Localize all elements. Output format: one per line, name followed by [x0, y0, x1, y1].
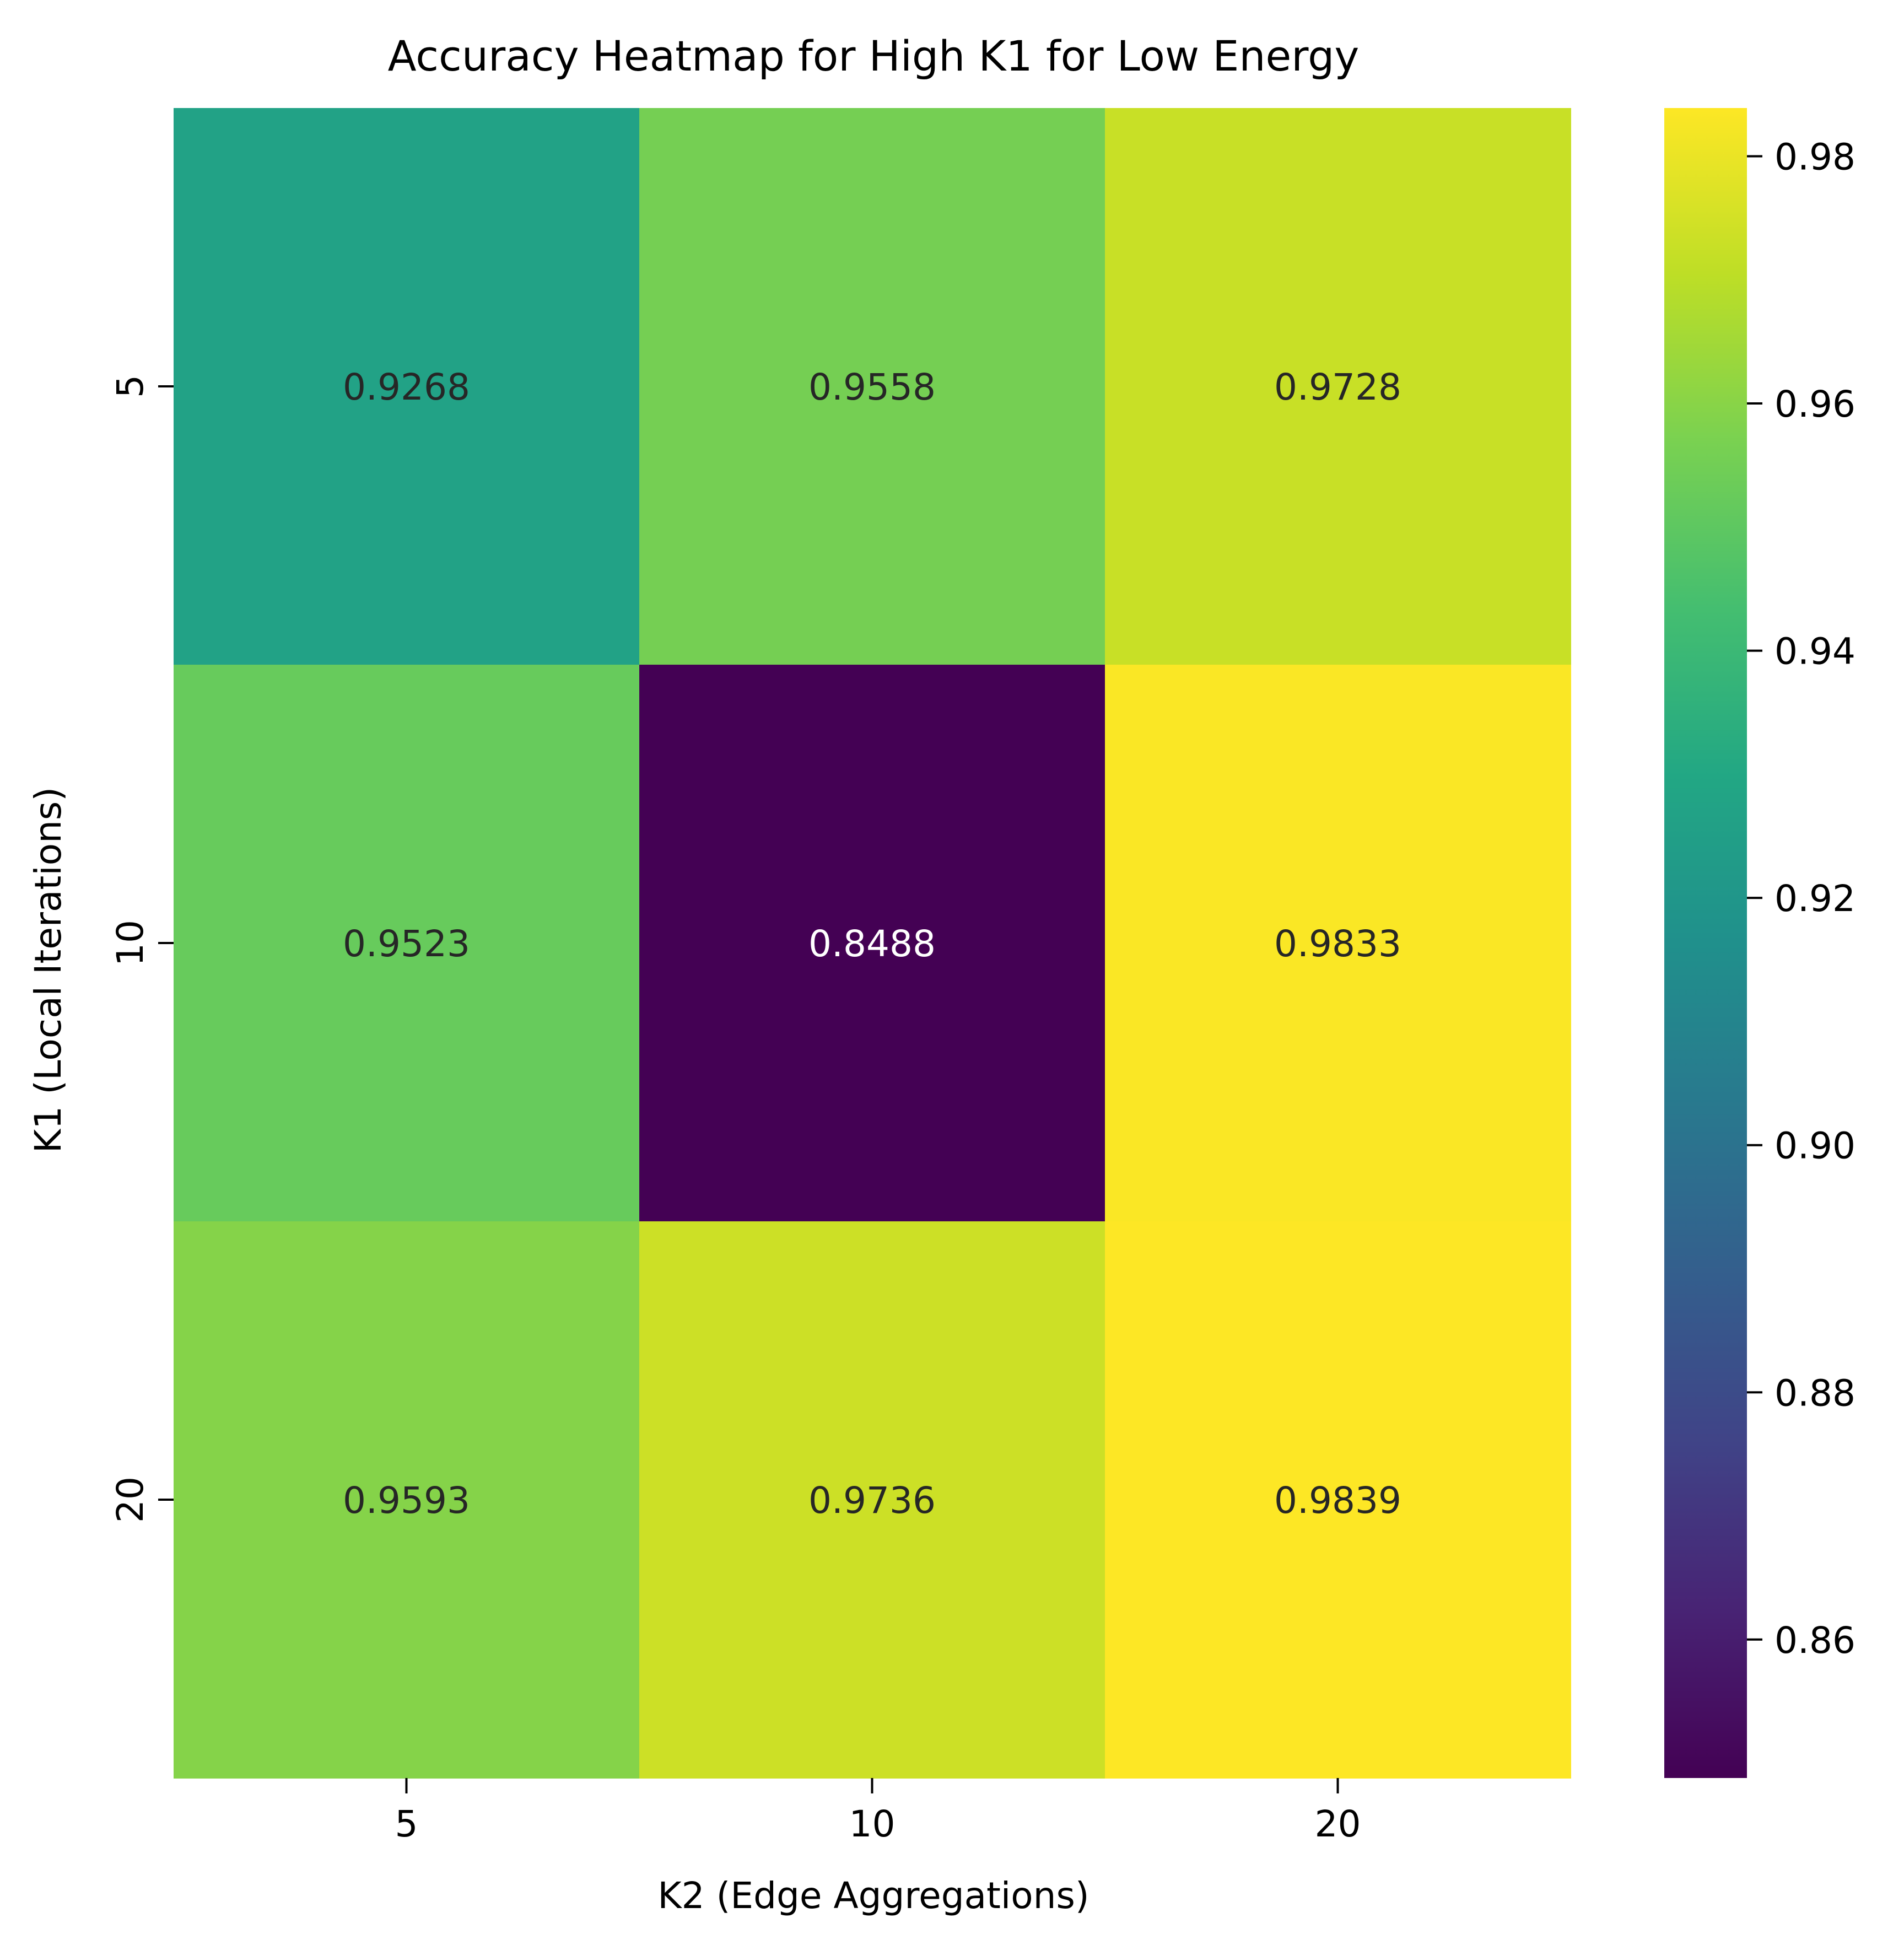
heatmap-cell-r2-c2	[1105, 1221, 1571, 1779]
heatmap-cell-r0-c1	[639, 108, 1105, 665]
cell-value-label: 0.9523	[343, 923, 470, 965]
colorbar-tick-label: 0.96	[1774, 383, 1856, 425]
cell-value-label: 0.9558	[808, 366, 936, 408]
chart-title: Accuracy Heatmap for High K1 for Low Ene…	[388, 31, 1360, 80]
colorbar	[1664, 108, 1747, 1778]
cell-value-label: 0.8488	[808, 923, 936, 965]
colorbar-ticks: 0.86 0.88 0.90 0.92 0.94 0.96 0.98	[1747, 136, 1856, 1662]
y-axis-label: K1 (Local Iterations)	[27, 787, 69, 1153]
y-tick-label: 20	[109, 1477, 152, 1523]
x-tick-label: 10	[849, 1803, 896, 1845]
cell-value-label: 0.9268	[343, 366, 470, 408]
heatmap-cell-r0-c0	[174, 108, 640, 665]
x-tick-label: 5	[395, 1803, 418, 1845]
cell-value-label: 0.9736	[808, 1479, 936, 1522]
cell-value-label: 0.9839	[1274, 1479, 1401, 1522]
colorbar-tick-label: 0.90	[1774, 1125, 1856, 1167]
heatmap-cell-r2-c0	[174, 1221, 640, 1779]
x-axis-label: K2 (Edge Aggregations)	[657, 1874, 1089, 1917]
heatmap-cell-r1-c1	[639, 665, 1105, 1222]
cell-value-label: 0.9833	[1274, 923, 1401, 965]
y-tick-label: 5	[109, 375, 152, 398]
heatmap-cell-r1-c0	[174, 665, 640, 1222]
heatmap-cell-r2-c1	[639, 1221, 1105, 1779]
x-tick-label: 20	[1315, 1803, 1361, 1845]
colorbar-tick-label: 0.98	[1774, 136, 1856, 178]
y-tick-label: 10	[109, 920, 152, 966]
colorbar-tick-label: 0.94	[1774, 631, 1856, 673]
y-axis: 5 10 20	[109, 375, 174, 1523]
x-axis: 5 10 20	[395, 1778, 1361, 1845]
heatmap-cell-r0-c2	[1105, 108, 1571, 665]
heatmap-cell-r1-c2	[1105, 665, 1571, 1222]
colorbar-tick-label: 0.86	[1774, 1619, 1856, 1662]
colorbar-tick-label: 0.92	[1774, 877, 1856, 920]
cell-value-label: 0.9593	[343, 1479, 470, 1522]
cell-value-label: 0.9728	[1274, 366, 1401, 408]
colorbar-tick-label: 0.88	[1774, 1372, 1856, 1414]
heatmap-cells: 0.9268 0.9558 0.9728 0.9523 0.8488 0.9833 0.95…	[174, 108, 1571, 1779]
